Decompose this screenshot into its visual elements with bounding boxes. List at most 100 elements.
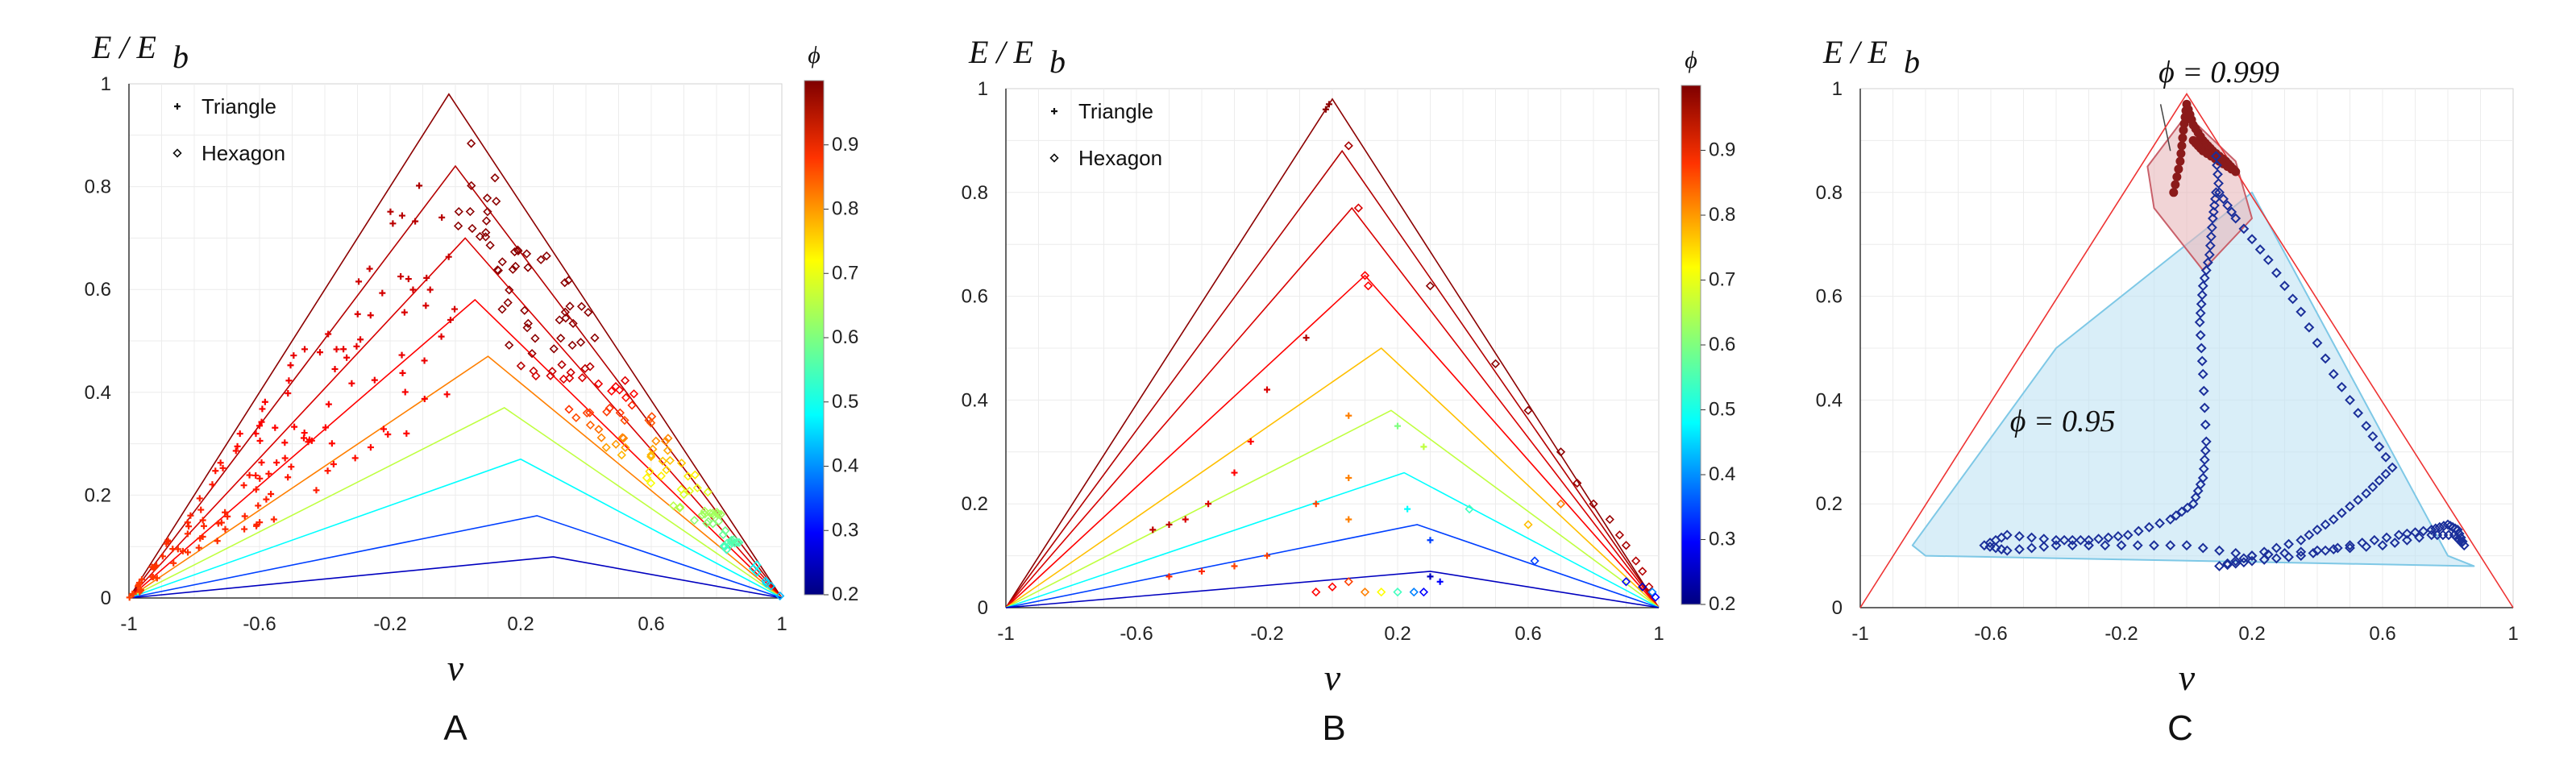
data-point xyxy=(1573,478,1582,488)
colorbar-tick-label: 0.3 xyxy=(832,519,858,541)
data-point xyxy=(343,354,351,361)
data-point xyxy=(1419,588,1429,597)
data-point xyxy=(614,385,625,395)
x-tick-label: 0.2 xyxy=(2238,623,2265,645)
y-tick-label: 0.8 xyxy=(1816,182,1843,204)
data-point xyxy=(199,517,206,524)
data-point xyxy=(454,206,463,217)
data-point xyxy=(560,307,570,317)
y-tick-label: 0.4 xyxy=(85,382,111,404)
data-point xyxy=(169,546,177,553)
region-label: ϕ = 0.95 xyxy=(2010,405,2116,438)
data-point xyxy=(1621,541,1631,550)
series-hexagon xyxy=(453,139,785,601)
data-point xyxy=(2200,436,2212,447)
data-point xyxy=(563,276,573,285)
bound-line xyxy=(128,164,783,599)
data-point xyxy=(2188,498,2199,509)
data-point xyxy=(2200,445,2211,456)
y-axis-label: E / E xyxy=(1822,34,1888,70)
data-point xyxy=(316,349,323,356)
data-point xyxy=(565,373,575,383)
y-tick-label: 0.4 xyxy=(962,389,988,411)
data-point xyxy=(2304,322,2315,333)
x-tick-label: -0.6 xyxy=(1120,623,1153,645)
data-point xyxy=(164,537,172,544)
data-point xyxy=(690,470,700,480)
data-point xyxy=(2208,206,2219,218)
data-point xyxy=(135,579,143,587)
bound-line xyxy=(128,355,783,599)
data-point xyxy=(2453,528,2465,539)
x-tick-label: 1 xyxy=(776,613,787,635)
data-point xyxy=(629,389,639,399)
data-point xyxy=(1490,359,1501,368)
data-point xyxy=(2211,151,2221,162)
data-point xyxy=(138,575,145,583)
data-point xyxy=(2191,139,2200,148)
data-point xyxy=(195,544,202,551)
data-point xyxy=(497,305,507,314)
data-point xyxy=(2345,542,2355,554)
data-point xyxy=(1205,500,1212,508)
data-point xyxy=(2328,368,2339,380)
data-point xyxy=(585,362,595,372)
data-point xyxy=(585,408,595,417)
data-point xyxy=(497,257,507,267)
data-point xyxy=(646,478,656,488)
data-point xyxy=(2214,545,2225,556)
bound-line xyxy=(1005,149,1660,608)
data-point xyxy=(184,519,191,526)
data-point xyxy=(2304,529,2315,541)
data-point xyxy=(683,471,693,481)
data-point xyxy=(2050,534,2062,546)
data-point xyxy=(2410,527,2420,538)
data-point xyxy=(2426,524,2437,535)
data-point xyxy=(2195,479,2206,490)
data-point xyxy=(2198,463,2209,475)
data-point xyxy=(2206,222,2217,233)
y-tick-label: 0.6 xyxy=(962,286,988,308)
data-point xyxy=(399,369,406,376)
data-point xyxy=(2214,561,2225,571)
data-point xyxy=(602,407,612,417)
data-point xyxy=(1345,412,1352,419)
data-point xyxy=(423,274,430,281)
data-point xyxy=(1427,573,1434,580)
data-point xyxy=(2393,529,2404,541)
y-tick-label: 0.8 xyxy=(962,182,988,204)
data-point xyxy=(2432,529,2443,541)
data-point xyxy=(546,371,555,380)
colorbar-tick-label: 0.2 xyxy=(1709,593,1735,615)
data-point xyxy=(252,471,260,479)
region-shape xyxy=(1911,191,2475,567)
data-point xyxy=(2320,519,2331,530)
data-point xyxy=(542,251,551,261)
data-point xyxy=(2353,494,2364,505)
data-point xyxy=(351,455,359,462)
colorbar-tick-label: 0.6 xyxy=(832,326,858,348)
data-point xyxy=(721,542,730,551)
data-point xyxy=(258,418,265,426)
panel-letter: C xyxy=(2167,708,2193,748)
data-point xyxy=(270,516,277,523)
data-point xyxy=(2202,149,2212,158)
data-point xyxy=(217,459,224,467)
data-point xyxy=(2445,521,2456,531)
data-point xyxy=(2387,462,2398,473)
bound-line xyxy=(128,237,783,599)
data-point xyxy=(2367,481,2379,492)
y-tick-label: 1 xyxy=(101,73,111,95)
data-point xyxy=(2075,534,2086,546)
data-point xyxy=(662,465,671,475)
data-point xyxy=(301,346,309,353)
data-point xyxy=(2380,468,2391,480)
panel-c: -1 -0.6 -0.2 0.2 0.6 1 0 0.2 0.4 0.6 0.8 1 E / E b νCϕ… xyxy=(1816,34,2519,748)
data-point xyxy=(170,559,177,567)
y-tick-label: 0 xyxy=(978,597,988,619)
x-tick-label: -1 xyxy=(120,613,137,635)
data-point xyxy=(421,395,428,402)
data-point xyxy=(601,442,611,452)
data-point xyxy=(2067,534,2078,546)
data-point xyxy=(196,495,203,502)
